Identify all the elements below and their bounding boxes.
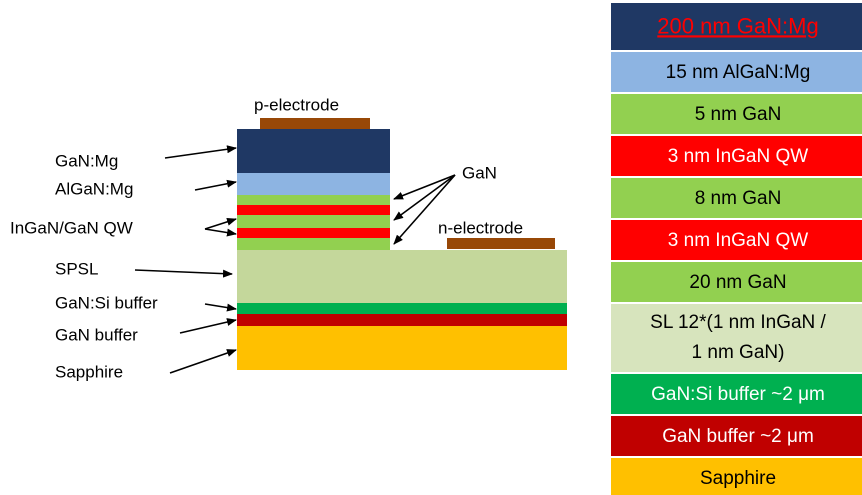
device-structure — [237, 118, 567, 370]
layer-label: 3 nm InGaN QW — [668, 230, 808, 251]
arrow — [393, 174, 456, 221]
layer-row — [611, 178, 862, 218]
layer-row — [611, 304, 862, 372]
label: GaN — [462, 163, 497, 182]
qw-layer — [237, 228, 390, 238]
arrow — [204, 303, 237, 312]
gan-si-layer — [237, 303, 567, 314]
gan-layer — [237, 215, 390, 228]
label: GaN:Si buffer — [55, 293, 158, 312]
layer-label: Sapphire — [700, 468, 776, 489]
layer-row — [611, 262, 862, 302]
layer-row — [611, 52, 862, 92]
gan-layer — [237, 238, 390, 250]
label: SPSL — [55, 259, 98, 278]
label: GaN:Mg — [55, 151, 118, 170]
layer-label: GaN buffer ~2 μm — [662, 426, 814, 447]
arrow — [204, 228, 237, 237]
layer-label: 5 nm GaN — [695, 104, 782, 125]
label: GaN buffer — [55, 325, 138, 344]
layer-label: 8 nm GaN — [695, 188, 782, 209]
layer-label: 1 nm GaN) — [692, 342, 785, 363]
arrow — [393, 174, 456, 200]
n-electrode-pad — [447, 238, 555, 249]
gan-buffer-layer — [237, 314, 567, 326]
label: p-electrode — [254, 95, 339, 114]
label: AlGaN:Mg — [55, 179, 133, 198]
layer-row — [611, 94, 862, 134]
layer-row — [611, 136, 862, 176]
label: Sapphire — [55, 362, 123, 381]
label: InGaN/GaN QW — [10, 218, 133, 237]
layer-label: SL 12*(1 nm InGaN / — [650, 312, 826, 333]
arrow — [393, 174, 456, 245]
layer-row — [611, 220, 862, 260]
layer-row — [611, 416, 862, 456]
gan-layer — [237, 195, 390, 205]
spsl-layer — [237, 250, 567, 303]
arrow — [204, 217, 237, 230]
sapphire-layer — [237, 326, 567, 370]
layer-row — [611, 374, 862, 414]
layer-label: 3 nm InGaN QW — [668, 146, 808, 167]
gan-mg-layer — [237, 129, 390, 173]
layer-label: GaN:Si buffer ~2 μm — [651, 384, 825, 405]
layer-label: 200 nm GaN:Mg — [657, 13, 818, 38]
layer-row — [611, 3, 862, 50]
arrow — [164, 145, 237, 159]
qw-layer — [237, 205, 390, 215]
arrow — [179, 318, 237, 334]
arrows — [134, 145, 456, 374]
label: n-electrode — [438, 218, 523, 237]
arrow — [169, 349, 237, 374]
p-electrode-pad — [260, 118, 370, 129]
layer-stack: 200 nm GaN:Mg 15 nm AlGaN:Mg 5 nm GaN 3 nm … — [611, 3, 862, 495]
layer-row — [611, 458, 862, 495]
algan-layer — [237, 173, 390, 195]
layer-label: 20 nm GaN — [689, 272, 786, 293]
arrow — [134, 269, 233, 278]
arrow — [194, 179, 237, 191]
layer-label: 15 nm AlGaN:Mg — [666, 62, 811, 83]
